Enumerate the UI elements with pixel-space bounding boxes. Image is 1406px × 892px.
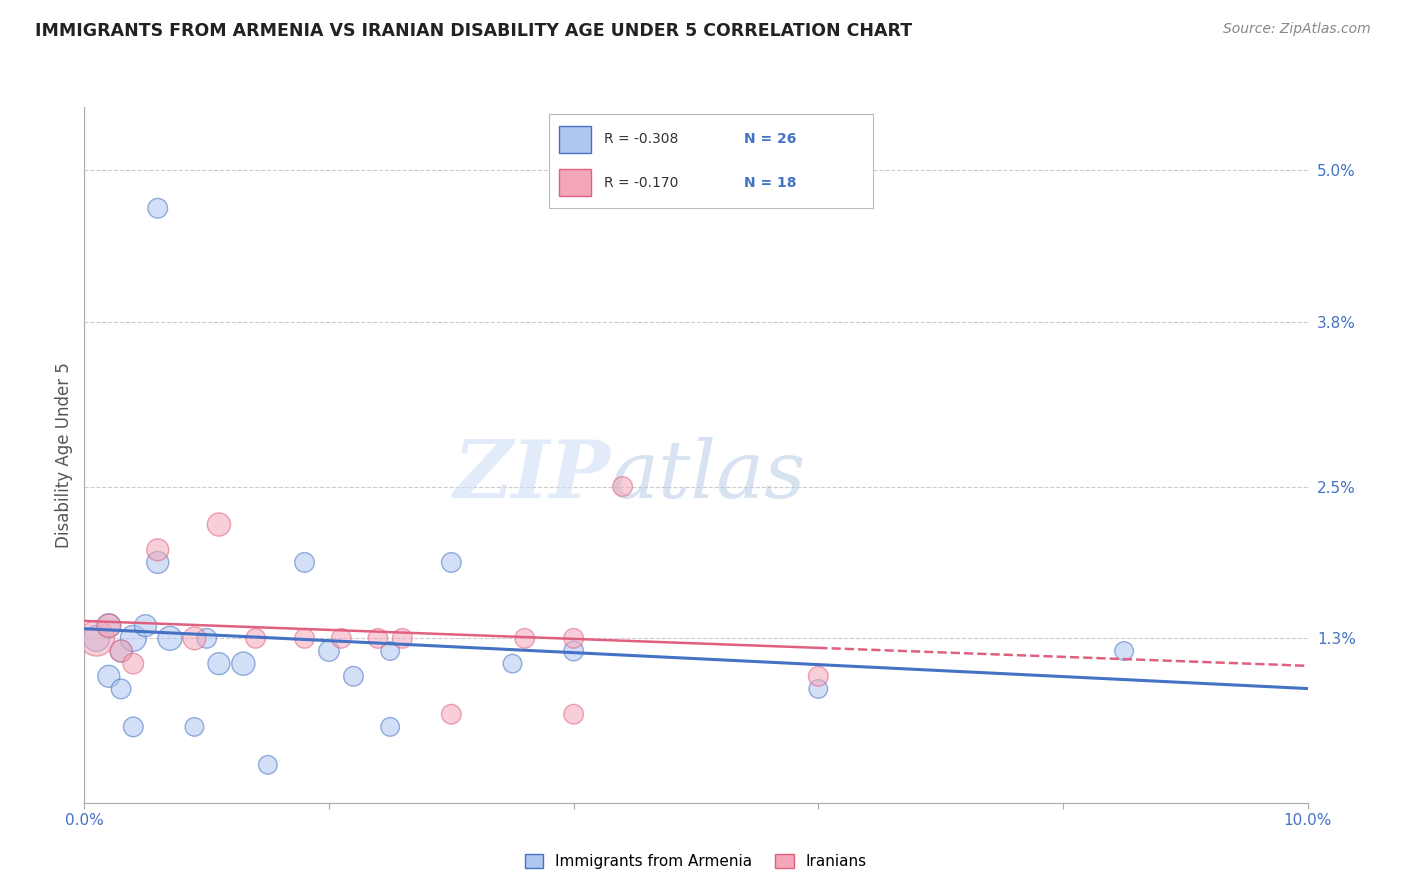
- Point: [342, 669, 364, 683]
- Point: [195, 632, 218, 646]
- Point: [97, 669, 120, 683]
- Y-axis label: Disability Age Under 5: Disability Age Under 5: [55, 362, 73, 548]
- Point: [208, 517, 231, 532]
- Point: [367, 632, 389, 646]
- Point: [1114, 644, 1136, 658]
- Point: [232, 657, 254, 671]
- Point: [86, 632, 108, 646]
- Point: [146, 542, 169, 557]
- Point: [110, 644, 132, 658]
- Point: [110, 644, 132, 658]
- Point: [122, 657, 145, 671]
- Text: IMMIGRANTS FROM ARMENIA VS IRANIAN DISABILITY AGE UNDER 5 CORRELATION CHART: IMMIGRANTS FROM ARMENIA VS IRANIAN DISAB…: [35, 22, 912, 40]
- Point: [183, 632, 205, 646]
- Point: [208, 657, 231, 671]
- Point: [294, 556, 316, 570]
- Point: [97, 618, 120, 632]
- Point: [380, 720, 402, 734]
- Point: [146, 556, 169, 570]
- Point: [391, 632, 413, 646]
- Point: [330, 632, 353, 646]
- Text: ZIP: ZIP: [454, 437, 610, 515]
- Point: [380, 644, 402, 658]
- Point: [146, 201, 169, 215]
- Point: [807, 681, 830, 696]
- Text: atlas: atlas: [610, 437, 806, 515]
- Point: [97, 618, 120, 632]
- Legend: Immigrants from Armenia, Iranians: Immigrants from Armenia, Iranians: [519, 848, 873, 875]
- Point: [440, 556, 463, 570]
- Point: [807, 669, 830, 683]
- Point: [513, 632, 536, 646]
- Point: [562, 707, 585, 722]
- Point: [122, 632, 145, 646]
- Point: [135, 618, 157, 632]
- Point: [440, 707, 463, 722]
- Point: [110, 681, 132, 696]
- Point: [183, 720, 205, 734]
- Point: [318, 644, 340, 658]
- Point: [245, 632, 267, 646]
- Point: [159, 632, 181, 646]
- Text: Source: ZipAtlas.com: Source: ZipAtlas.com: [1223, 22, 1371, 37]
- Point: [562, 644, 585, 658]
- Point: [257, 757, 280, 772]
- Point: [502, 657, 524, 671]
- Point: [122, 720, 145, 734]
- Point: [612, 479, 634, 493]
- Point: [86, 632, 108, 646]
- Point: [562, 632, 585, 646]
- Point: [294, 632, 316, 646]
